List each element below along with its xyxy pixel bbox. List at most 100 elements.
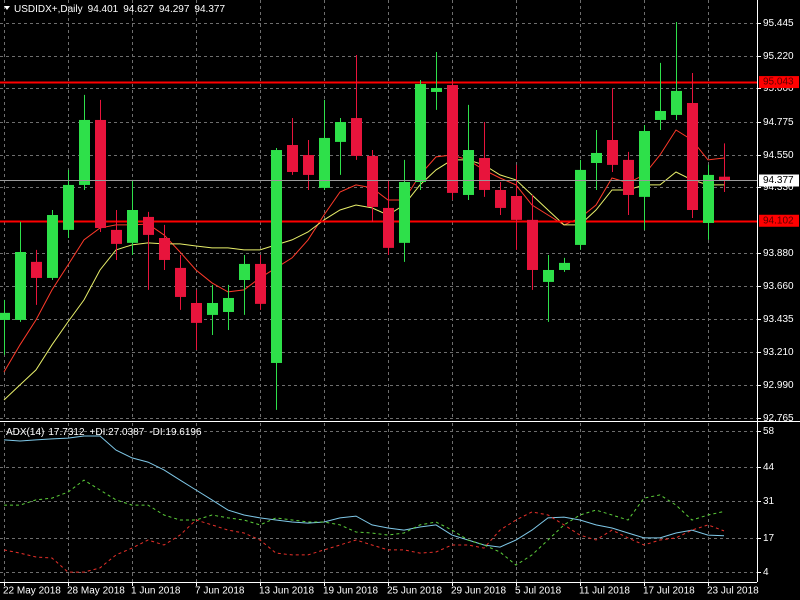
x-tick-label: 13 Jun 2018 — [259, 586, 314, 597]
marks-layer — [0, 21, 757, 573]
candle-body — [63, 184, 74, 230]
candle-body — [639, 131, 650, 197]
candle-body — [399, 182, 410, 243]
candle-body — [319, 137, 330, 188]
candle-body — [79, 119, 90, 185]
y-tick-label: 17 — [763, 533, 775, 544]
ohlc-value: 94.377 — [194, 4, 225, 15]
chart-title: USDIDX+,Daily 94.401 94.627 94.297 94.377 — [14, 4, 225, 15]
y-tick-label: 94.775 — [763, 117, 794, 128]
candle-body — [559, 262, 570, 270]
y-tick-label: 93.210 — [763, 347, 794, 358]
y-tick-label: 95.000 — [763, 83, 794, 94]
indicator-line — [3, 435, 725, 548]
y-tick-label: 95.220 — [763, 51, 794, 62]
candle-body — [591, 152, 602, 163]
candle-body — [207, 302, 218, 315]
y-tick-label: 93.435 — [763, 314, 794, 325]
y-tick-label: 4 — [763, 567, 769, 578]
y-tick-label: 93.660 — [763, 281, 794, 292]
candle-body — [527, 219, 538, 270]
series-name: +DI: — [90, 427, 109, 438]
candle-body — [719, 176, 730, 181]
level-label-box — [759, 76, 799, 89]
series-name: ADX(14) — [6, 427, 44, 438]
candle-body — [0, 312, 10, 320]
ohlc-value: 94.401 — [88, 4, 119, 15]
candle-body — [95, 119, 106, 228]
candle-body — [623, 159, 634, 195]
axes-layer — [0, 0, 800, 583]
candle-body — [31, 261, 42, 278]
candle-body — [351, 118, 362, 156]
y-tick-label: 58 — [763, 426, 775, 437]
candle-body — [575, 169, 586, 245]
candle-body — [479, 157, 490, 190]
candle-body — [287, 145, 298, 172]
candle-body — [703, 174, 714, 223]
y-tick-label: 93.880 — [763, 248, 794, 259]
candle-body — [191, 302, 202, 323]
series-name: -DI: — [149, 427, 165, 438]
ma-line — [3, 129, 725, 373]
series-last-value: 27.0387 — [108, 427, 145, 438]
level-label: 94.102 — [763, 215, 794, 226]
ohlc-value: 94.297 — [159, 4, 190, 15]
x-tick-label: 11 Jul 2018 — [579, 586, 630, 597]
symbol-title: USDIDX+,Daily — [14, 4, 83, 15]
series-last-value: 17.7312 — [48, 427, 85, 438]
y-tick-label: 94.550 — [763, 150, 794, 161]
candle-body — [511, 196, 522, 220]
ohlc-value: 94.627 — [123, 4, 154, 15]
candle-body — [495, 189, 506, 208]
candle-body — [415, 84, 426, 182]
x-tick-label: 5 Jul 2018 — [515, 586, 562, 597]
x-tick-label: 29 Jun 2018 — [451, 586, 506, 597]
level-label-box — [759, 214, 799, 227]
candle-body — [383, 207, 394, 248]
x-tick-label: 23 Jul 2018 — [707, 586, 759, 597]
x-tick-label: 17 Jul 2018 — [643, 586, 695, 597]
y-tick-label: 31 — [763, 496, 775, 507]
candle-body — [255, 263, 266, 304]
menu-arrow[interactable] — [4, 6, 10, 10]
y-tick-label: 92.990 — [763, 380, 794, 391]
last-price-label: 94.377 — [763, 175, 794, 186]
candle-body — [335, 122, 346, 142]
candle-body — [223, 297, 234, 312]
x-tick-label: 28 May 2018 — [67, 586, 125, 597]
candle-body — [271, 150, 282, 363]
candle-body — [463, 150, 474, 195]
ma-line — [3, 159, 724, 401]
level-label: 95.043 — [763, 77, 794, 88]
candle-body — [175, 267, 186, 297]
candle-body — [607, 140, 618, 165]
x-tick-label: 25 Jun 2018 — [387, 586, 442, 597]
indicator-title: ADX(14) 17.7312 +DI:27.0387 -DI:19.6196 — [6, 427, 202, 438]
x-tick-label: 7 Jun 2018 — [195, 586, 245, 597]
candle-body — [239, 263, 250, 280]
series-last-value: 19.6196 — [165, 427, 202, 438]
candle-body — [303, 155, 314, 175]
x-tick-label: 1 Jun 2018 — [131, 586, 181, 597]
last-price-box — [759, 174, 799, 187]
candle-body — [431, 87, 442, 92]
candle-body — [15, 252, 26, 320]
y-tick-label: 44 — [763, 462, 775, 473]
candle-body — [159, 238, 170, 260]
y-tick-label: 92.765 — [763, 413, 794, 424]
candle-body — [143, 216, 154, 235]
x-tick-label: 19 Jun 2018 — [323, 586, 378, 597]
candle-body — [543, 269, 554, 282]
candle-body — [111, 229, 122, 244]
candle-body — [687, 103, 698, 210]
candle-body — [47, 215, 58, 278]
x-tick-label: 22 May 2018 — [3, 586, 61, 597]
y-tick-label: 95.445 — [763, 18, 794, 29]
candle-body — [367, 155, 378, 207]
candle-body — [447, 85, 458, 193]
candle-body — [127, 210, 138, 243]
labels-layer: 22 May 2018 28 May 2018 1 Jun 2018 7 Jun 20… — [3, 4, 799, 597]
